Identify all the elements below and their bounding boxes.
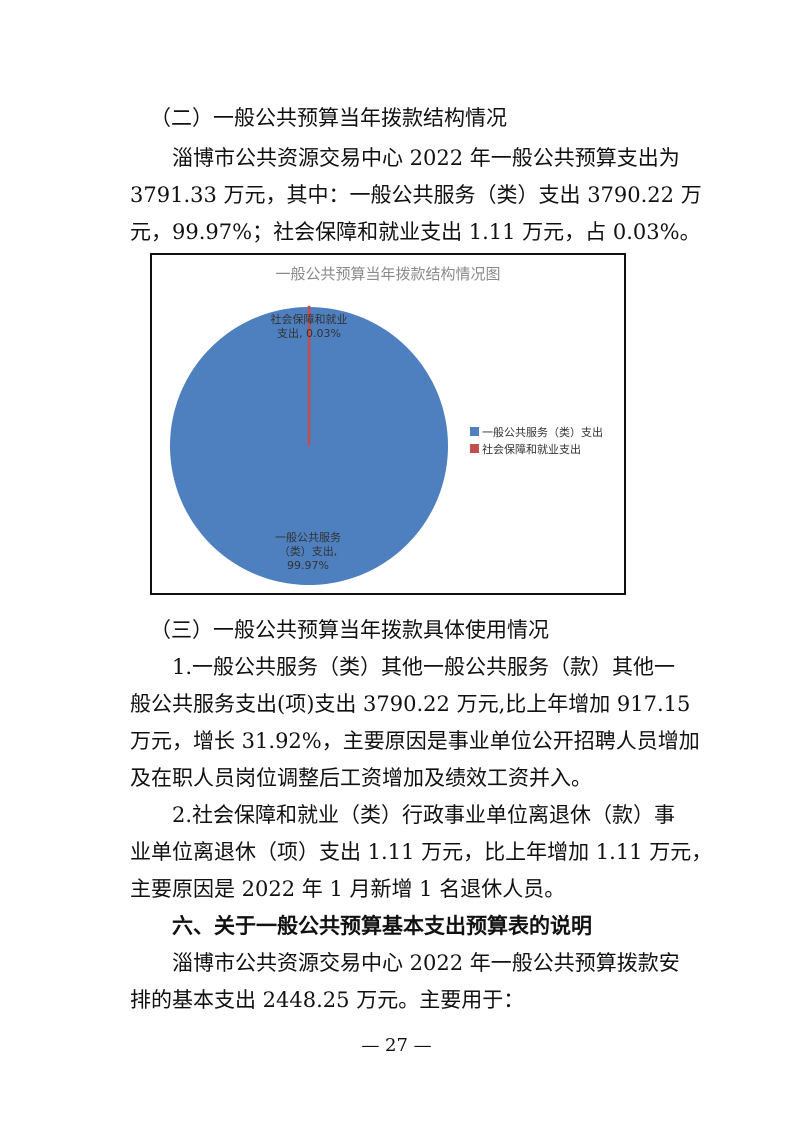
legend-item: 社会保障和就业支出 (470, 440, 603, 457)
data-label-line: 99.97% (287, 559, 329, 572)
legend-label: 社会保障和就业支出 (482, 442, 581, 456)
paragraph-line: 业单位离退休（项）支出 1.11 万元，比上年增加 1.11 万元， (130, 840, 713, 864)
paragraph-line: 及在职人员岗位调整后工资增加及绩效工资并入。 (130, 766, 592, 790)
section-heading-3: （三）一般公共预算当年拨款具体使用情况 (150, 618, 549, 642)
pie-svg (169, 305, 448, 585)
data-label-line: （类）支出, (278, 545, 338, 558)
paragraph-line: 淄博市公共资源交易中心 2022 年一般公共预算支出为 (172, 146, 680, 170)
page-number: — 27 — (361, 1035, 432, 1056)
paragraph-line: 2.社会保障和就业（类）行政事业单位离退休（款）事 (172, 803, 676, 827)
paragraph-line: 般公共服务支出(项)支出 3790.22 万元,比上年增加 917.15 (130, 692, 691, 716)
section-heading-6: 六、关于一般公共预算基本支出预算表的说明 (172, 913, 592, 938)
legend-item: 一般公共服务（类）支出 (470, 423, 603, 440)
paragraph-line: 3791.33 万元，其中：一般公共服务（类）支出 3790.22 万 (130, 183, 702, 207)
paragraph-line: 1.一般公共服务（类）其他一般公共服务（款）其他一 (172, 655, 676, 679)
paragraph-line: 排的基本支出 2448.25 万元。主要用于： (130, 988, 525, 1012)
paragraph-line: 万元，增长 31.92%，主要原因是事业单位公开招聘人员增加 (130, 729, 700, 753)
chart-title: 一般公共预算当年拨款结构情况图 (275, 265, 501, 283)
legend-label: 一般公共服务（类）支出 (482, 425, 603, 439)
legend-swatch (470, 427, 479, 436)
data-label-social-security: 社会保障和就业 支出, 0.03% (244, 313, 374, 341)
data-label-public-service: 一般公共服务 （类）支出, 99.97% (248, 531, 368, 573)
data-label-line: 一般公共服务 (275, 531, 341, 544)
data-label-line: 社会保障和就业 (270, 313, 348, 326)
chart-legend: 一般公共服务（类）支出 社会保障和就业支出 (470, 423, 603, 457)
paragraph-line: 主要原因是 2022 年 1 月新增 1 名退休人员。 (130, 877, 566, 901)
paragraph-line: 淄博市公共资源交易中心 2022 年一般公共预算拨款安 (172, 951, 680, 975)
legend-swatch (470, 444, 479, 453)
pie-chart: 一般公共预算当年拨款结构情况图 社会保障和就业 支出, 0.03% 一般公共服务… (150, 253, 626, 595)
data-label-line: 支出, 0.03% (277, 327, 341, 340)
paragraph-line: 元，99.97%；社会保障和就业支出 1.11 万元，占 0.03%。 (130, 220, 701, 244)
section-heading-2: （二）一般公共预算当年拨款结构情况 (150, 106, 507, 130)
